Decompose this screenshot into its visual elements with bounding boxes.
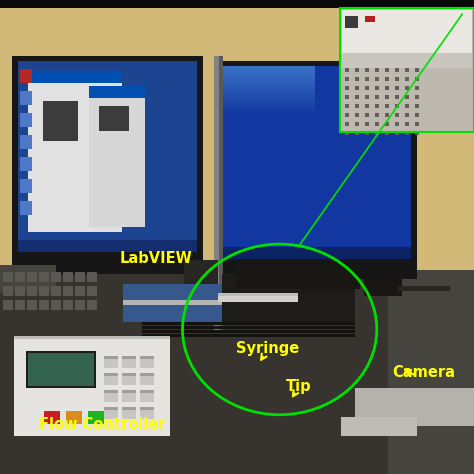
Text: Tip: Tip (286, 379, 311, 394)
Text: Flow Controller: Flow Controller (39, 417, 165, 432)
Text: LabVIEW: LabVIEW (120, 251, 193, 266)
Text: Camera: Camera (393, 365, 456, 380)
Text: Syringe: Syringe (236, 341, 300, 356)
